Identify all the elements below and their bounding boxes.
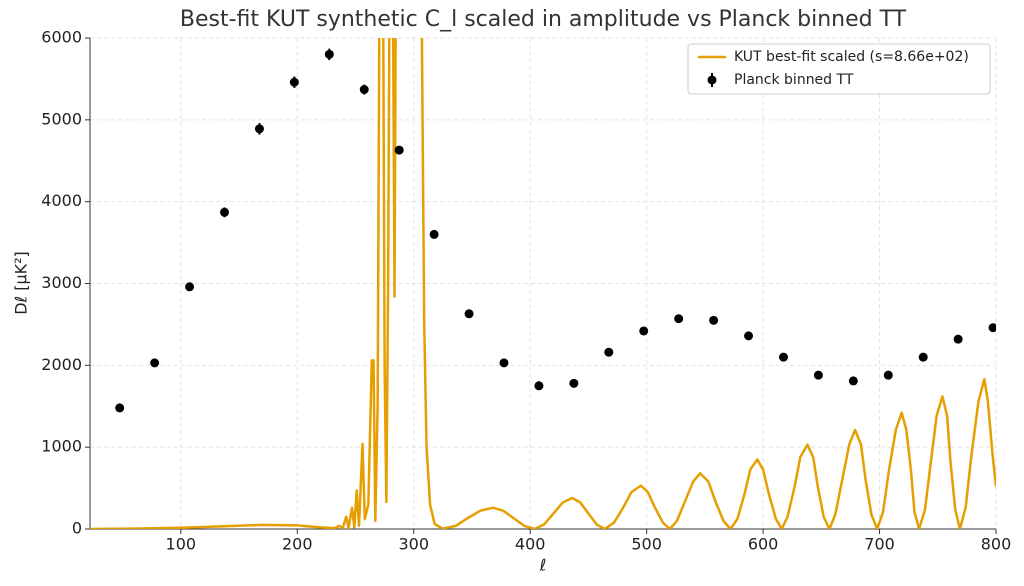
y-tick-label: 6000 xyxy=(41,28,82,47)
y-tick-label: 5000 xyxy=(41,109,82,128)
data-point xyxy=(988,323,996,333)
data-point xyxy=(918,352,928,362)
legend-box xyxy=(687,43,991,95)
x-tick-label: 300 xyxy=(398,535,429,554)
data-point xyxy=(744,331,754,341)
y-tick-label: 0 xyxy=(72,519,82,538)
x-tick-label: 200 xyxy=(282,535,313,554)
data-point xyxy=(289,77,299,87)
x-tick-label: 700 xyxy=(864,535,895,554)
data-point xyxy=(359,85,369,95)
chart-title: Best-fit KUT synthetic C_l scaled in amp… xyxy=(180,7,907,32)
data-point xyxy=(220,207,230,217)
x-tick-label: 800 xyxy=(981,535,1012,554)
y-tick-label: 4000 xyxy=(41,191,82,210)
legend-label: KUT best-fit scaled (s=8.66e+02) xyxy=(734,49,969,65)
plot-area xyxy=(90,38,996,529)
data-point xyxy=(778,352,788,362)
data-point xyxy=(674,314,684,324)
data-point xyxy=(464,309,474,319)
y-tick-label: 3000 xyxy=(41,273,82,292)
data-point xyxy=(499,358,509,368)
x-tick-label: 100 xyxy=(166,535,197,554)
data-point xyxy=(848,376,858,386)
data-point xyxy=(115,403,125,413)
legend-marker xyxy=(707,75,717,85)
legend: KUT best-fit scaled (s=8.66e+02) Planck b… xyxy=(687,43,991,95)
data-point xyxy=(150,358,160,368)
data-point xyxy=(953,334,963,344)
data-point xyxy=(604,347,614,357)
x-tick-label: 500 xyxy=(631,535,662,554)
data-point xyxy=(185,282,195,292)
x-tick-label: 400 xyxy=(515,535,546,554)
data-point xyxy=(709,315,719,325)
data-point xyxy=(639,326,649,336)
y-tick-label: 2000 xyxy=(41,355,82,374)
x-axis-label: ℓ xyxy=(539,556,547,575)
data-point xyxy=(429,229,439,239)
line-series xyxy=(90,38,996,529)
data-point xyxy=(883,370,893,380)
y-axis-label: Dℓ [μK²] xyxy=(12,251,31,315)
data-point xyxy=(324,49,334,59)
x-tick-label: 600 xyxy=(748,535,779,554)
data-point xyxy=(534,381,544,391)
data-point xyxy=(254,124,264,134)
legend-label: Planck binned TT xyxy=(734,72,854,88)
y-tick-label: 1000 xyxy=(41,437,82,456)
data-point xyxy=(394,145,404,155)
data-point xyxy=(813,370,823,380)
data-point xyxy=(569,378,579,388)
